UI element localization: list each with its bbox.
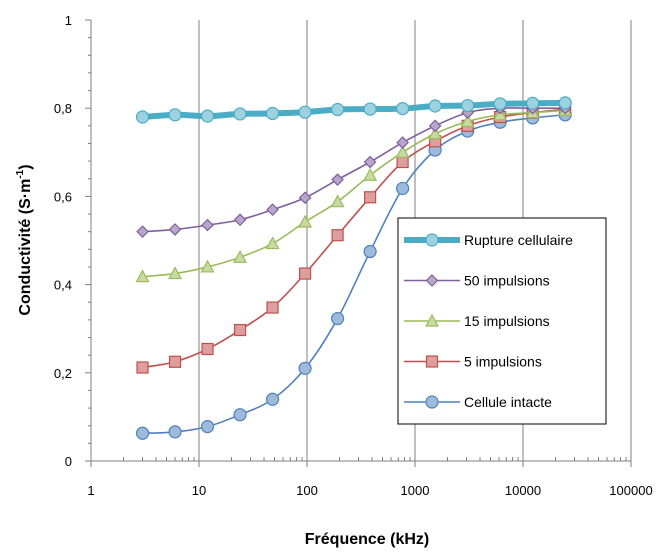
point-cellule-intacte-6 [330, 311, 345, 326]
x-tick-label-10: 10 [192, 483, 206, 498]
y-tick-label-4: 0,8 [54, 101, 72, 116]
y-axis-title-close: ) [17, 164, 34, 169]
point-15-impulsions-0 [135, 269, 150, 283]
point-cellule-intacte-1 [168, 425, 182, 439]
y-tick-label-3: 0,6 [54, 189, 72, 204]
point-15-impulsions-7 [363, 167, 378, 181]
point-5-impulsions-6 [331, 229, 344, 242]
series-rupture-cellulaire [135, 96, 572, 124]
point-50-impulsions-7 [363, 155, 377, 169]
legend-label-rupture-cellulaire: Rupture cellulaire [464, 232, 573, 248]
point-rupture-cellulaire-9 [428, 99, 442, 113]
point-5-impulsions-0 [136, 361, 149, 374]
point-rupture-cellulaire-10 [461, 98, 475, 113]
point-rupture-cellulaire-7 [363, 102, 377, 116]
y-axis-title-main: Conductivité (S·m [17, 179, 34, 316]
point-50-impulsions-9 [428, 119, 442, 133]
point-5-impulsions-1 [168, 355, 182, 368]
x-tick-label-1000: 1000 [401, 483, 430, 498]
point-rupture-cellulaire-12 [526, 96, 540, 110]
point-rupture-cellulaire-8 [396, 102, 410, 116]
point-cellule-intacte-4 [265, 392, 280, 406]
point-cellule-intacte-5 [298, 361, 312, 375]
point-cellule-intacte-8 [396, 181, 410, 196]
point-15-impulsions-8 [395, 145, 410, 158]
point-50-impulsions-8 [396, 136, 409, 149]
series-group [135, 96, 573, 440]
y-tick-label-1: 0,2 [54, 366, 72, 381]
point-50-impulsions-1 [168, 223, 182, 236]
legend-label-15-impulsions: 15 impulsions [464, 313, 550, 329]
y-axis-title-sup: -1 [15, 169, 26, 178]
point-5-impulsions-8 [396, 155, 409, 169]
point-50-impulsions-0 [136, 225, 149, 239]
point-15-impulsions-9 [428, 126, 443, 140]
point-15-impulsions-2 [200, 259, 215, 273]
point-cellule-intacte-3 [233, 408, 247, 422]
x-tick-label-1: 1 [87, 483, 94, 498]
point-cellule-intacte-0 [135, 426, 150, 440]
point-15-impulsions-4 [265, 236, 280, 250]
point-5-impulsions-7 [364, 191, 377, 204]
point-rupture-cellulaire-2 [200, 109, 215, 123]
point-rupture-cellulaire-13 [558, 96, 572, 110]
legend-marker-50-impulsions [425, 274, 439, 287]
x-tick-label-100: 100 [296, 483, 318, 498]
point-cellule-intacte-2 [200, 420, 215, 434]
point-cellule-intacte-7 [363, 244, 377, 259]
axes: 1 10 100 1000 10000 100000 0 0,2 0,4 0,6 0,8 1 [54, 13, 653, 498]
legend-label-cellule-intacte: Cellule intacte [464, 394, 552, 410]
point-15-impulsions-3 [233, 250, 248, 263]
point-rupture-cellulaire-1 [168, 108, 182, 122]
point-rupture-cellulaire-6 [330, 102, 345, 117]
point-rupture-cellulaire-3 [233, 107, 247, 121]
point-15-impulsions-5 [298, 214, 313, 228]
x-axis-title: Fréquence (kHz) [305, 531, 429, 548]
y-axis-title: Conductivité (S·m-1) [15, 164, 34, 315]
x-tick-label-100000: 100000 [609, 483, 652, 498]
y-tick-label-2: 0,4 [54, 278, 72, 293]
point-5-impulsions-2 [201, 342, 214, 356]
legend-label-5-impulsions: 5 impulsions [464, 354, 542, 370]
point-rupture-cellulaire-0 [135, 110, 150, 124]
point-rupture-cellulaire-5 [298, 105, 312, 119]
point-15-impulsions-6 [330, 194, 345, 208]
legend-marker-cellule-intacte [425, 395, 439, 409]
point-rupture-cellulaire-11 [493, 97, 507, 111]
point-rupture-cellulaire-4 [265, 106, 280, 121]
series-15-impulsions [135, 103, 573, 283]
legend-marker-rupture-cellulaire [425, 233, 439, 247]
point-50-impulsions-4 [266, 203, 279, 216]
legend: Rupture cellulaire 50 impulsions 15 impuls… [397, 217, 607, 425]
legend-marker-15-impulsions [424, 313, 440, 327]
point-5-impulsions-3 [233, 323, 247, 337]
point-5-impulsions-4 [266, 301, 279, 314]
point-15-impulsions-10 [460, 114, 475, 128]
legend-marker-5-impulsions [425, 355, 439, 368]
x-tick-label-10000: 10000 [505, 483, 541, 498]
legend-label-50-impulsions: 50 impulsions [464, 273, 550, 289]
y-tick-label-0: 0 [65, 454, 72, 469]
point-50-impulsions-5 [298, 191, 312, 205]
point-15-impulsions-1 [168, 266, 183, 280]
point-50-impulsions-3 [233, 213, 247, 227]
point-50-impulsions-2 [201, 218, 214, 232]
y-tick-label-5: 1 [65, 13, 72, 28]
point-50-impulsions-6 [331, 173, 344, 186]
point-5-impulsions-5 [298, 267, 312, 280]
